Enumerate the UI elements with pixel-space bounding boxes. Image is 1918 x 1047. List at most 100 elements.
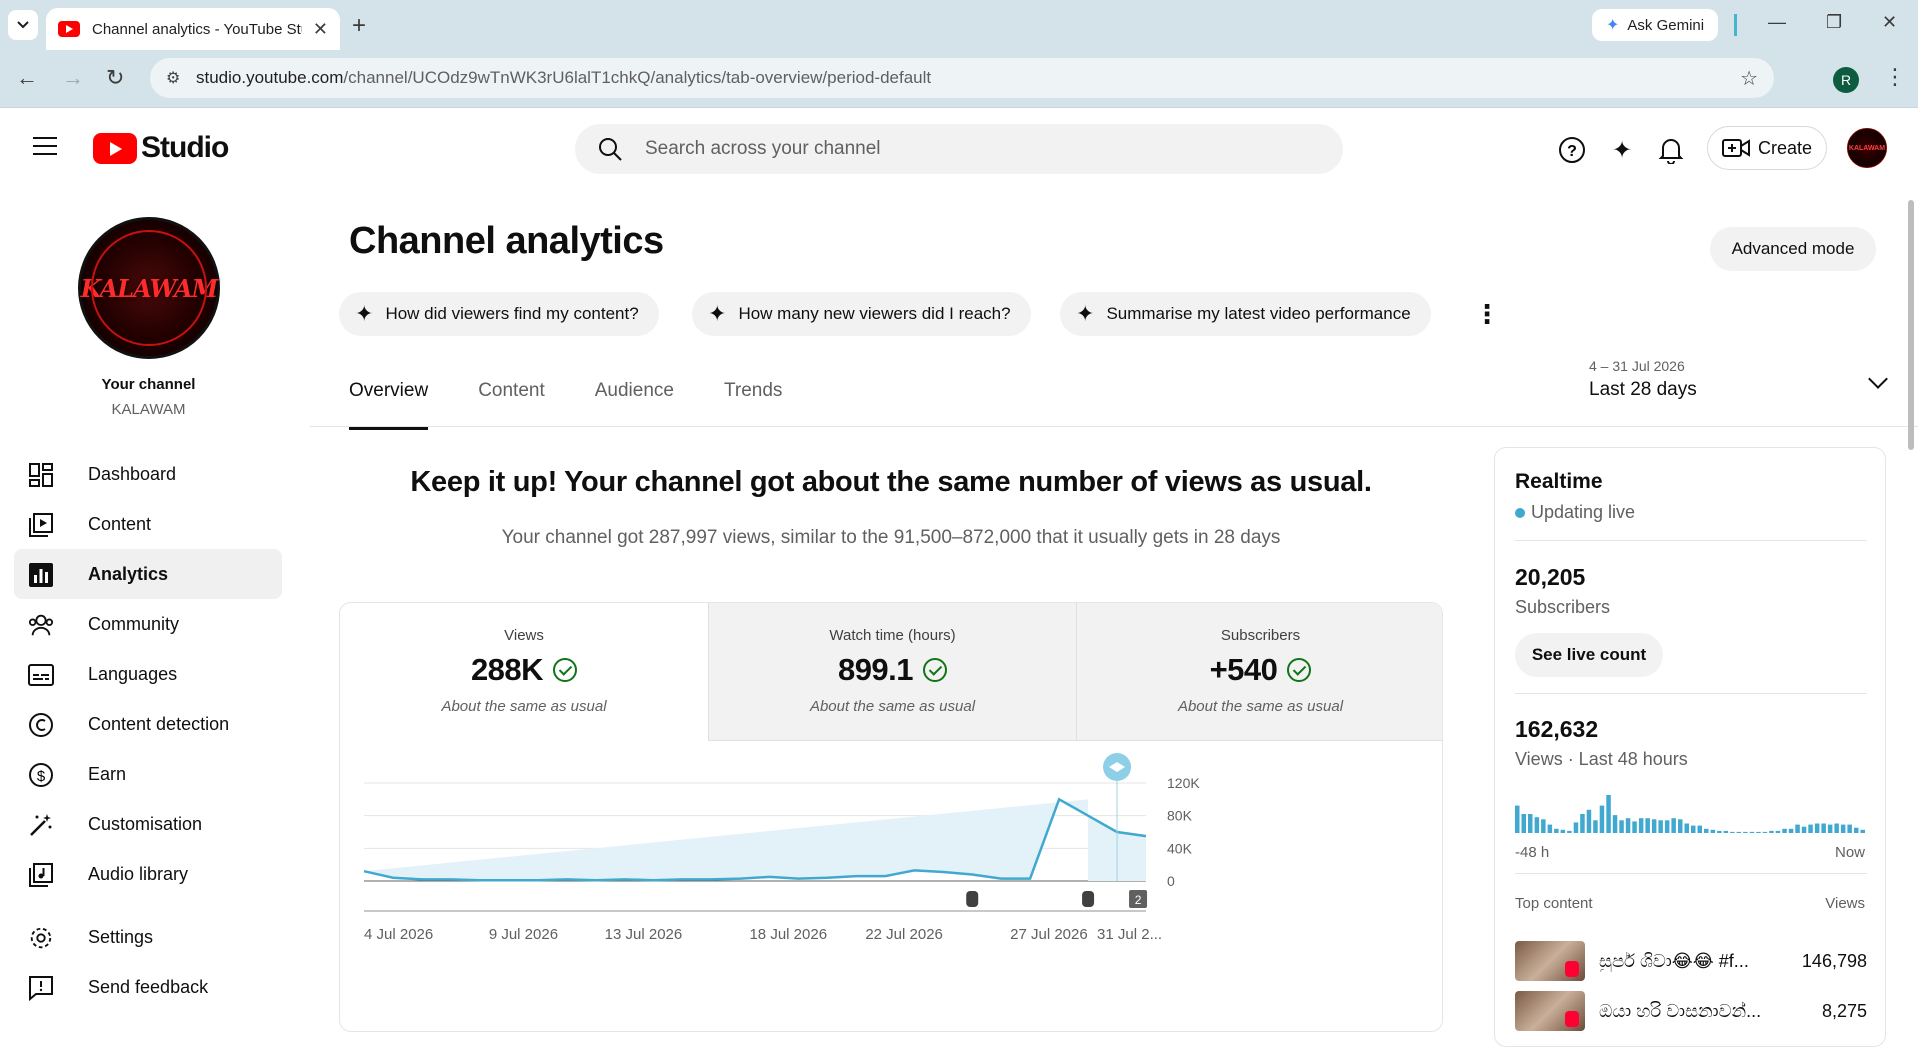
advanced-mode-button[interactable]: Advanced mode: [1710, 227, 1876, 271]
analytics-tabs: Overview Content Audience Trends: [349, 380, 832, 430]
sidebar-item-languages[interactable]: Languages: [14, 649, 282, 699]
help-icon[interactable]: ?: [1557, 135, 1587, 165]
metric-label: Watch time (hours): [829, 627, 956, 644]
sidebar-item-community[interactable]: Community: [14, 599, 282, 649]
sparkle-icon: ✦: [1076, 301, 1095, 326]
video-views: 8,275: [1821, 1000, 1867, 1021]
realtime-bar: [1554, 828, 1559, 833]
chart-x-tick-label: 13 Jul 2026: [605, 926, 683, 943]
realtime-axis-end: Now: [1834, 844, 1865, 861]
restore-icon[interactable]: ❐: [1826, 12, 1843, 32]
account-avatar[interactable]: KALAWAM: [1847, 128, 1887, 168]
chevron-down-icon: [17, 21, 29, 29]
new-tab-button[interactable]: +: [352, 12, 367, 39]
shorts-icon: [1565, 1011, 1579, 1027]
chart-y-tick-label: 120K: [1167, 775, 1200, 791]
divider: [1515, 540, 1867, 541]
shorts-upload-icon[interactable]: [1082, 891, 1095, 907]
realtime-bar: [1664, 820, 1670, 833]
divider: [1515, 873, 1867, 874]
minimize-icon[interactable]: —: [1768, 12, 1786, 32]
realtime-bar-chart[interactable]: [1515, 793, 1867, 833]
metric-subscribers[interactable]: Subscribers +540 About the same as usual: [1076, 603, 1442, 741]
sidebar: KALAWAM Your channel KALAWAM Dashboard C…: [0, 189, 300, 1022]
realtime-bar: [1593, 820, 1598, 833]
shorts-upload-icon[interactable]: [966, 891, 979, 907]
sidebar-item-label: Audio library: [88, 863, 189, 884]
sidebar-item-dashboard[interactable]: Dashboard: [14, 449, 282, 499]
realtime-bar: [1775, 830, 1781, 833]
chart-x-tick-label: 4 Jul 2026: [364, 926, 433, 943]
back-icon[interactable]: ←: [16, 65, 38, 90]
site-info-icon[interactable]: ⚙: [166, 70, 181, 87]
tab-overview[interactable]: Overview: [349, 380, 429, 430]
browser-tab[interactable]: Channel analytics - YouTube Studio ✕: [46, 8, 340, 50]
community-people-icon: [28, 612, 54, 638]
address-bar[interactable]: ⚙ studio.youtube.com/channel/UCOdz9wTnWK…: [150, 58, 1774, 98]
shorts-icon: [1565, 961, 1579, 977]
sidebar-item-label: Community: [88, 613, 180, 634]
realtime-title: Realtime: [1515, 470, 1603, 493]
sidebar-item-content-detection[interactable]: Content detection: [14, 699, 282, 749]
youtube-logo-icon: [93, 132, 137, 164]
realtime-views-label: Views · Last 48 hours: [1515, 749, 1688, 769]
suggestion-chip-new-viewers[interactable]: ✦ How many new viewers did I reach?: [692, 292, 1031, 336]
browser-menu-icon[interactable]: ⋮: [1884, 64, 1906, 89]
studio-logo-text: Studio: [141, 131, 229, 164]
create-button[interactable]: Create: [1707, 126, 1827, 170]
browser-tabbar: Channel analytics - YouTube Studio ✕ + ✦…: [0, 0, 1918, 50]
sidebar-item-send-feedback[interactable]: Send feedback: [14, 962, 282, 1012]
svg-text:?: ?: [1567, 143, 1577, 160]
top-content-row[interactable]: සුපර් ශිවා😂😂 #f... 146,798: [1515, 940, 1867, 982]
metric-views[interactable]: Views 288K About the same as usual: [340, 603, 708, 741]
sidebar-item-analytics[interactable]: Analytics: [14, 549, 282, 599]
views-chart[interactable]: 120K 80K 40K 0 4 Jul 2026 9 Jul 2026 13 Jul 2…: [340, 741, 1443, 1032]
tab-search-button[interactable]: [8, 10, 38, 40]
tab-content[interactable]: Content: [478, 380, 545, 401]
close-tab-icon[interactable]: ✕: [312, 18, 328, 39]
realtime-bar: [1599, 805, 1605, 833]
notifications-bell-icon[interactable]: [1656, 135, 1686, 165]
chart-x-tick-label: 27 Jul 2026: [1010, 926, 1088, 943]
studio-header: Studio Search across your channel ? ✦ Cr…: [0, 109, 1918, 189]
realtime-bar: [1515, 805, 1520, 833]
sidebar-item-content[interactable]: Content: [14, 499, 282, 549]
sparkle-icon[interactable]: ✦: [1611, 136, 1633, 164]
sidebar-item-settings[interactable]: Settings: [14, 912, 282, 962]
reload-icon[interactable]: ↻: [106, 65, 125, 90]
bookmark-star-icon[interactable]: ☆: [1740, 68, 1758, 90]
sidebar-item-audio-library[interactable]: Audio library: [14, 849, 282, 899]
tab-audience[interactable]: Audience: [594, 380, 674, 401]
realtime-bar: [1678, 819, 1683, 833]
sidebar-item-customisation[interactable]: Customisation: [14, 799, 282, 849]
realtime-bar: [1827, 824, 1833, 833]
metric-label: Views: [504, 627, 544, 644]
metric-watch-time[interactable]: Watch time (hours) 899.1 About the same …: [708, 603, 1076, 741]
chart-y-ticks: 120K 80K 40K 0: [1167, 775, 1200, 889]
ask-gemini-button[interactable]: ✦ Ask Gemini: [1592, 9, 1719, 41]
search-placeholder: Search across your channel: [645, 138, 881, 159]
search-input[interactable]: Search across your channel: [575, 124, 1343, 174]
chart-x-ticks: 4 Jul 2026 9 Jul 2026 13 Jul 2026 18 Jul 20…: [364, 926, 1162, 943]
top-content-row[interactable]: ඔයා හරි වාසනාවන්... 8,275: [1515, 990, 1867, 1032]
sidebar-item-label: Settings: [88, 926, 154, 947]
date-range-picker[interactable]: 4 – 31 Jul 2026 Last 28 days: [1589, 358, 1909, 401]
realtime-bar: [1632, 821, 1637, 833]
realtime-bar: [1625, 818, 1631, 833]
more-vert-icon[interactable]: ⋮: [1474, 299, 1500, 329]
suggestion-chip-latest-video[interactable]: ✦ Summarise my latest video performance: [1060, 292, 1431, 336]
browser-profile-avatar[interactable]: R: [1833, 67, 1859, 93]
studio-logo[interactable]: Studio: [93, 131, 229, 165]
window-close-icon[interactable]: ✕: [1882, 12, 1898, 32]
tab-trends[interactable]: Trends: [723, 380, 783, 401]
page-scrollbar[interactable]: [1908, 200, 1914, 450]
realtime-bar: [1671, 818, 1676, 833]
upload-count-label: 2: [1135, 893, 1142, 907]
forward-icon[interactable]: →: [62, 65, 84, 90]
menu-icon[interactable]: [33, 137, 57, 161]
upload-count-badge[interactable]: [1129, 890, 1148, 908]
sidebar-item-earn[interactable]: $ Earn: [14, 749, 282, 799]
see-live-count-button[interactable]: See live count: [1515, 633, 1663, 677]
suggestion-chip-discovery[interactable]: ✦ How did viewers find my content?: [339, 292, 659, 336]
channel-avatar[interactable]: KALAWAM: [78, 217, 220, 359]
